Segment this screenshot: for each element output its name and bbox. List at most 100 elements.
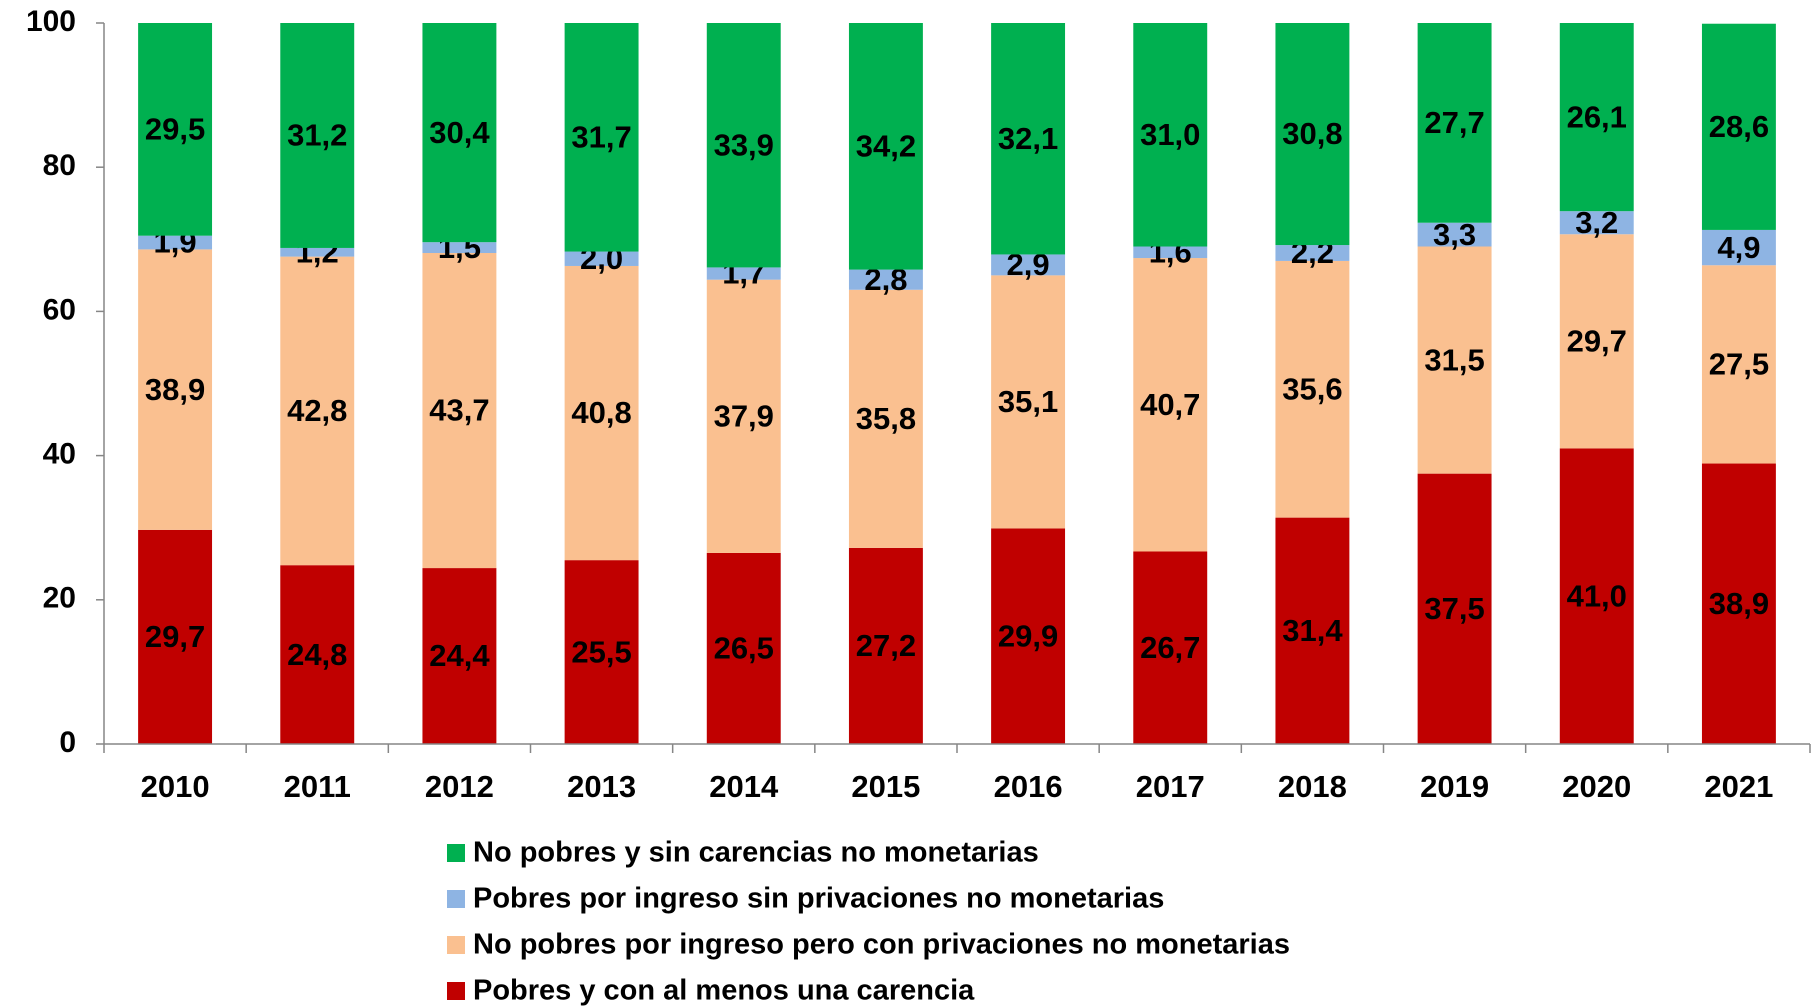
bar-segment xyxy=(1417,222,1492,247)
data-label: 37,9 xyxy=(714,398,774,433)
data-label: 27,5 xyxy=(1709,347,1769,382)
data-label: 31,7 xyxy=(571,119,631,154)
data-label: 27,2 xyxy=(856,628,916,663)
bar-segment xyxy=(1559,211,1634,235)
bar-segment xyxy=(848,23,923,270)
legend-swatch xyxy=(447,844,465,862)
bar-segment xyxy=(422,568,497,744)
data-label: 29,7 xyxy=(145,619,205,654)
legend-label: No pobres por ingreso pero con privacion… xyxy=(473,929,1290,961)
data-label: 31,5 xyxy=(1424,342,1484,377)
data-label: 34,2 xyxy=(856,128,916,163)
y-tick-label: 40 xyxy=(43,438,76,471)
bar-segment xyxy=(138,529,213,744)
bar-segment xyxy=(1133,258,1208,552)
bar-segment xyxy=(422,242,497,253)
data-label: 32,1 xyxy=(998,121,1058,156)
data-label: 35,1 xyxy=(998,384,1058,419)
data-label: 29,5 xyxy=(145,112,205,147)
data-label: 42,8 xyxy=(287,393,347,428)
x-tick-label: 2021 xyxy=(1704,769,1773,804)
bar-segment xyxy=(991,275,1066,529)
bar-segment xyxy=(848,289,923,548)
x-tick-label: 2018 xyxy=(1278,769,1347,804)
data-label: 40,7 xyxy=(1140,387,1200,422)
data-label: 38,9 xyxy=(1709,586,1769,621)
data-label: 35,8 xyxy=(856,401,916,436)
x-tick-label: 2017 xyxy=(1136,769,1205,804)
bar-segment xyxy=(1133,23,1208,247)
y-tick-label: 100 xyxy=(26,5,76,38)
y-tick-label: 60 xyxy=(43,293,76,326)
x-tick-label: 2014 xyxy=(709,769,779,804)
x-tick-label: 2011 xyxy=(284,769,351,804)
data-label: 30,8 xyxy=(1282,116,1342,151)
data-label: 31,0 xyxy=(1140,117,1200,152)
data-label: 24,4 xyxy=(429,638,490,673)
bar-segment xyxy=(706,267,781,280)
data-label: 25,5 xyxy=(571,634,631,669)
bar-segment xyxy=(1417,246,1492,474)
bar-segment xyxy=(991,23,1066,255)
bar-segment xyxy=(1559,234,1634,449)
bar-segment xyxy=(1275,245,1350,261)
data-label: 24,8 xyxy=(287,637,347,672)
bar-segment xyxy=(1275,23,1350,246)
bar-segment xyxy=(1559,448,1634,744)
data-label: 33,9 xyxy=(714,127,774,162)
bar-segment xyxy=(280,256,355,566)
bar-segment xyxy=(564,265,639,561)
data-label: 41,0 xyxy=(1567,578,1627,613)
bar-segment xyxy=(1701,23,1776,230)
data-label: 29,7 xyxy=(1567,324,1627,359)
x-tick-label: 2015 xyxy=(851,769,920,804)
bar-segment xyxy=(138,235,213,250)
legend-swatch xyxy=(447,982,465,1000)
bar-segment xyxy=(706,552,781,744)
bar-segment xyxy=(1417,23,1492,223)
x-tick-label: 2019 xyxy=(1420,769,1489,804)
bar-segment xyxy=(848,547,923,744)
legend-swatch xyxy=(447,936,465,954)
y-tick-label: 20 xyxy=(43,582,76,615)
bar-segment xyxy=(848,269,923,290)
bar-segment xyxy=(564,251,639,266)
legend-label: No pobres y sin carencias no monetarias xyxy=(473,837,1039,869)
data-label: 40,8 xyxy=(571,395,631,430)
bar-segment xyxy=(1275,260,1350,518)
x-tick-label: 2013 xyxy=(567,769,636,804)
x-tick-label: 2016 xyxy=(994,769,1063,804)
bar-segment xyxy=(991,528,1066,744)
data-label: 43,7 xyxy=(429,393,489,428)
bar-segment xyxy=(422,252,497,569)
bar-segment xyxy=(422,23,497,243)
data-label: 27,7 xyxy=(1424,105,1484,140)
bar-segment xyxy=(1701,229,1776,266)
legend-label: Pobres por ingreso sin privaciones no mo… xyxy=(473,883,1164,915)
bar-segment xyxy=(564,560,639,744)
data-label: 37,5 xyxy=(1424,591,1484,626)
data-label: 31,4 xyxy=(1282,613,1343,648)
bar-segment xyxy=(280,23,355,248)
data-label: 35,6 xyxy=(1282,371,1342,406)
x-tick-label: 2012 xyxy=(425,769,494,804)
y-tick-label: 80 xyxy=(43,149,76,182)
legend-label: Pobres y con al menos una carencia xyxy=(473,975,975,1007)
y-tick-label: 0 xyxy=(59,726,76,759)
bar-segment xyxy=(1417,473,1492,744)
bar-segment xyxy=(138,23,213,236)
x-tick-label: 2020 xyxy=(1562,769,1631,804)
data-label: 28,6 xyxy=(1709,109,1769,144)
bar-segment xyxy=(280,247,355,257)
bar-segment xyxy=(1559,23,1634,212)
bar-segment xyxy=(564,23,639,252)
bar-segment xyxy=(991,254,1066,276)
data-label: 4,9 xyxy=(1717,230,1760,265)
bar-segment xyxy=(1701,463,1776,744)
data-label: 30,4 xyxy=(429,115,490,150)
legend-swatch xyxy=(447,890,465,908)
data-label: 26,7 xyxy=(1140,630,1200,665)
bar-segment xyxy=(138,249,213,530)
data-label: 26,5 xyxy=(714,631,774,666)
